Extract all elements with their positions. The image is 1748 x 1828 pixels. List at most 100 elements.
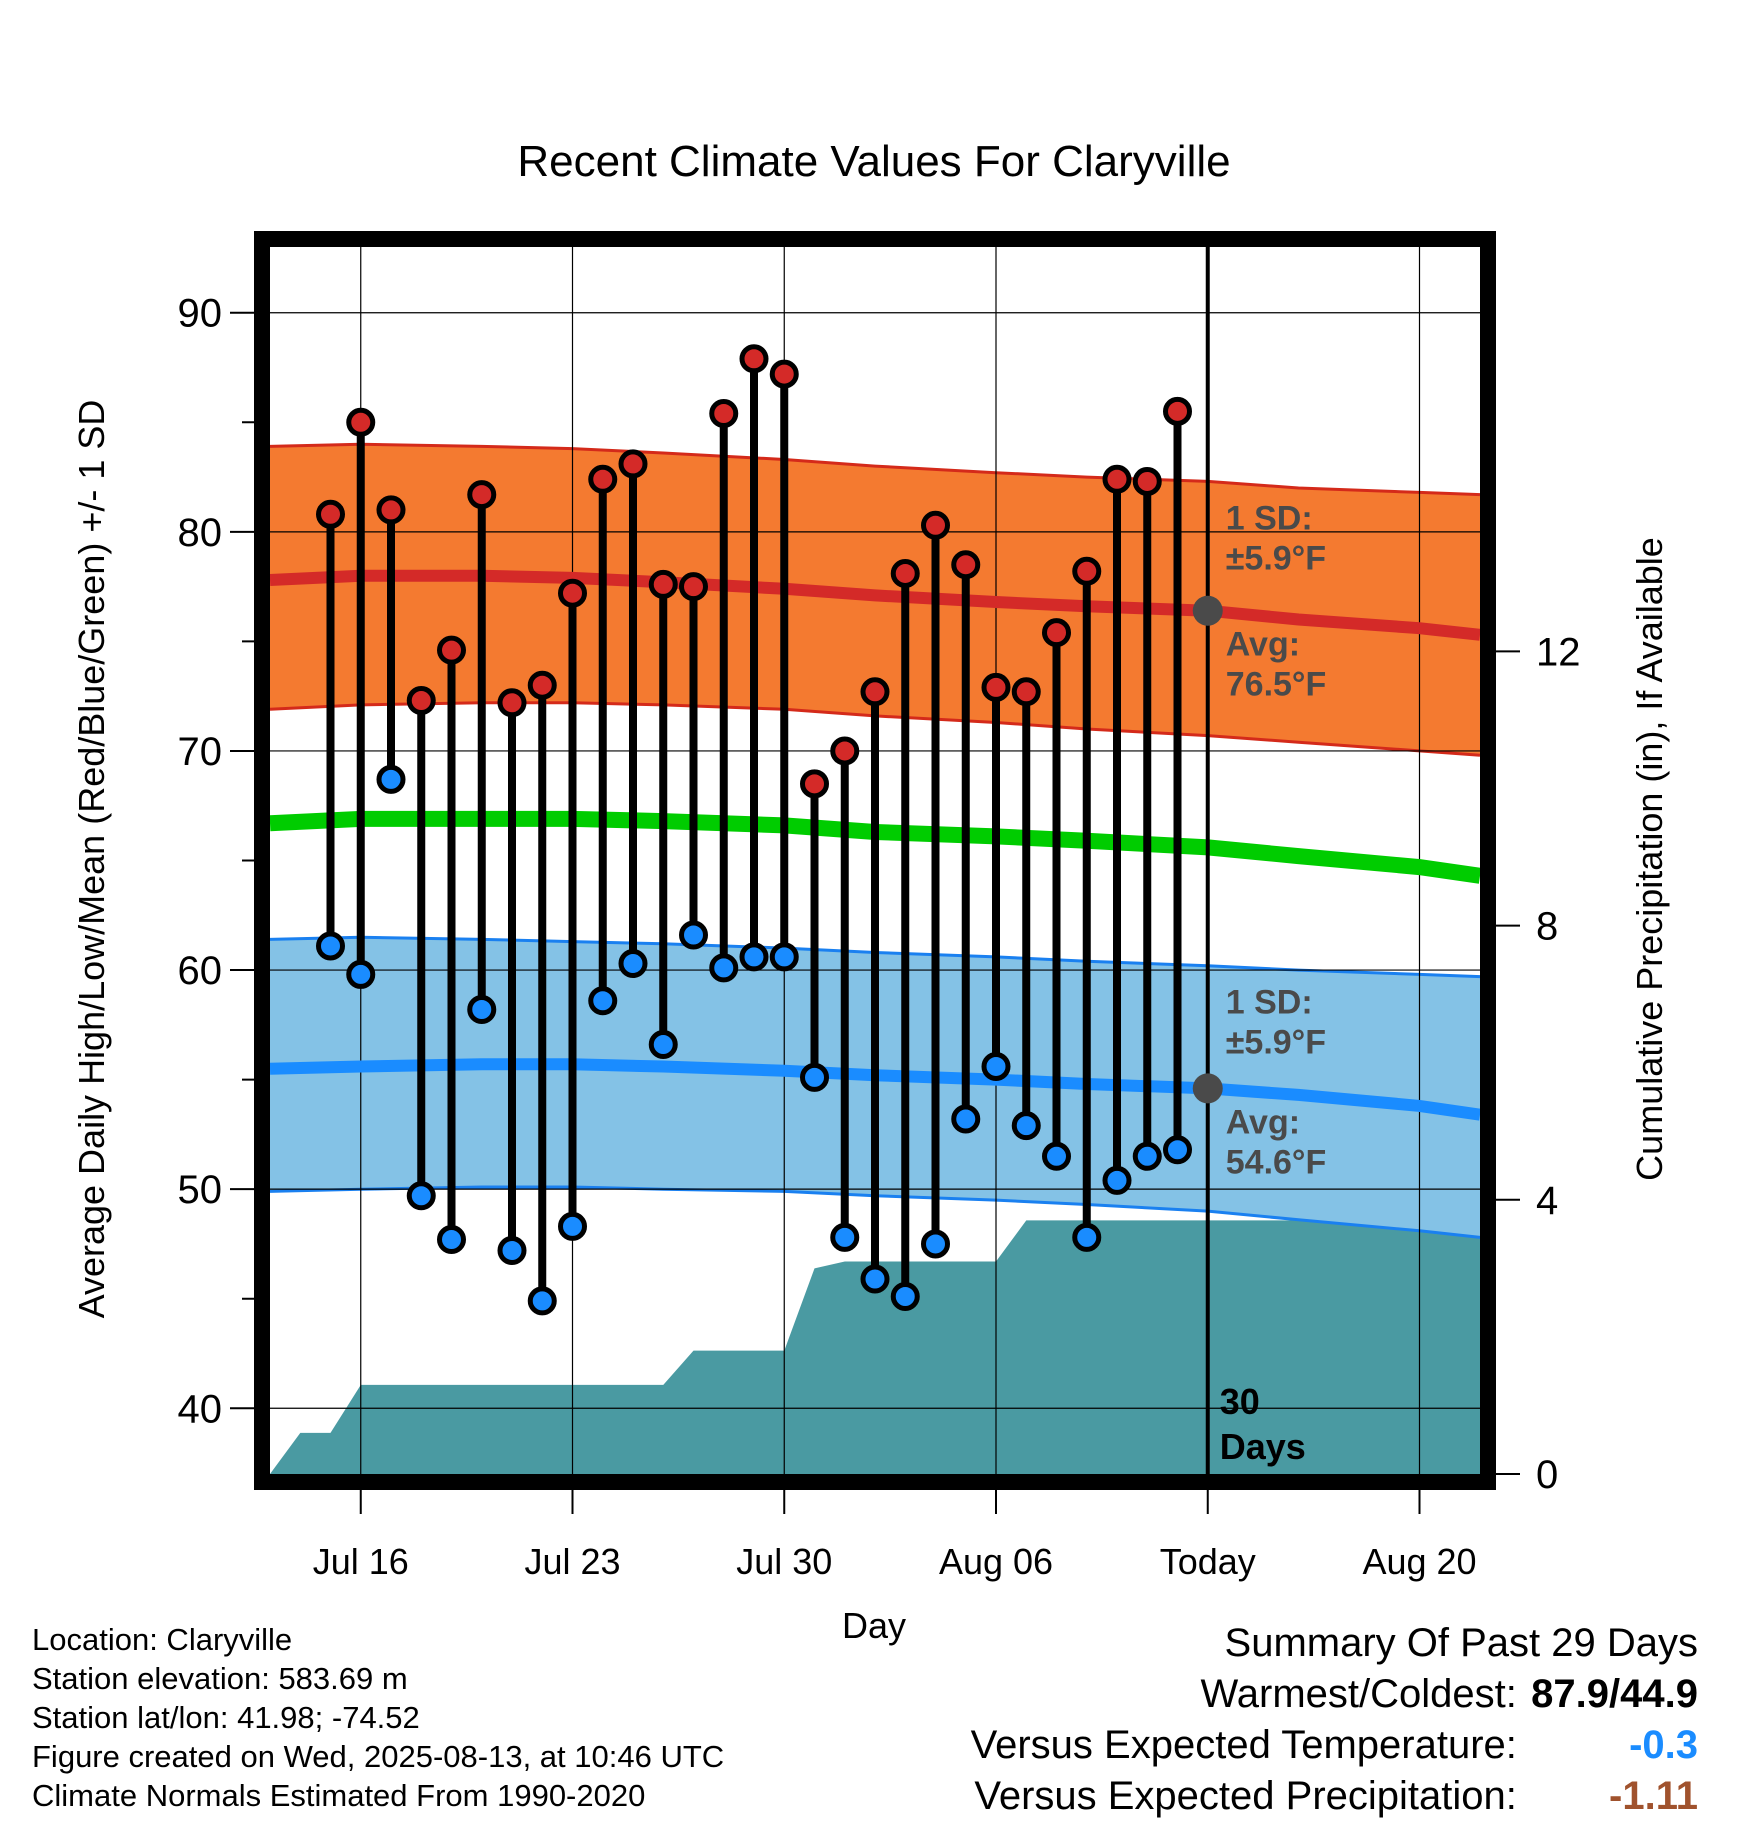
high-temp-point <box>316 499 345 529</box>
high-temp-point <box>860 677 890 707</box>
x-tick-label: Jul 23 <box>524 1541 620 1582</box>
y-tick-label: 60 <box>178 949 223 993</box>
low-temp-point <box>1132 1141 1162 1171</box>
y2-tick-label: 12 <box>1536 630 1581 674</box>
low-temp-point <box>951 1104 981 1134</box>
low-temp-point <box>527 1286 557 1316</box>
high-temp-point <box>951 550 981 580</box>
summary-title: Summary Of Past 29 Days <box>1224 1621 1698 1665</box>
high-temp-point <box>648 569 678 599</box>
x-tick-label: Today <box>1160 1541 1256 1582</box>
high-avg-value: 76.5°F <box>1226 666 1327 704</box>
x-tick-label: Aug 20 <box>1362 1541 1476 1582</box>
y-tick-label: 40 <box>178 1387 223 1431</box>
high-temp-point <box>406 686 436 716</box>
low-temp-point <box>467 994 497 1024</box>
high-temp-point <box>346 407 376 437</box>
high-temp-point <box>981 672 1011 702</box>
low-temp-point <box>800 1062 829 1092</box>
high-temp-point <box>558 578 587 608</box>
x-tick-label: Jul 30 <box>736 1541 832 1582</box>
high-temp-point <box>800 769 829 799</box>
low-temp-point <box>981 1051 1011 1081</box>
precip-departure-value: -1.11 <box>1609 1774 1698 1818</box>
low-temp-point <box>1163 1135 1192 1165</box>
high-temp-point <box>618 449 648 479</box>
low-temp-point <box>1072 1222 1102 1252</box>
x-tick-label: Jul 16 <box>313 1541 409 1582</box>
chart-title: Recent Climate Values For Claryville <box>517 137 1230 186</box>
low-temp-point <box>1042 1141 1071 1171</box>
high-temp-point <box>709 399 739 429</box>
y-axis-label: Average Daily High/Low/Mean (Red/Blue/Gr… <box>71 400 112 1319</box>
low-temp-point <box>648 1030 678 1060</box>
high-temp-point <box>1072 556 1102 586</box>
y2-tick-label: 0 <box>1536 1453 1558 1497</box>
normals-text: Climate Normals Estimated From 1990-2020 <box>32 1778 646 1813</box>
station-info: Location: Claryville Station elevation: … <box>32 1620 724 1815</box>
low-temp-point <box>618 948 648 978</box>
low-temp-point <box>437 1225 466 1255</box>
y-tick-label: 80 <box>178 511 223 555</box>
high-temp-point <box>1102 464 1132 494</box>
low-temp-point <box>316 931 345 961</box>
low-temp-point <box>1011 1111 1041 1141</box>
created-text: Figure created on Wed, 2025-08-13, at 10… <box>32 1739 725 1774</box>
low-temp-point <box>1102 1165 1132 1195</box>
low-temp-point <box>890 1282 920 1312</box>
low-temp-point <box>376 764 406 794</box>
high-temp-point <box>1132 466 1162 496</box>
elevation-text: Station elevation: 583.69 m <box>32 1661 408 1696</box>
high-temp-point <box>527 670 557 700</box>
precip-departure-label: Versus Expected Precipitation: <box>974 1774 1517 1818</box>
high-temp-point <box>437 635 466 665</box>
y-tick-label: 90 <box>178 292 223 336</box>
low-temp-point <box>769 942 799 972</box>
high-avg-label: Avg: <box>1226 626 1300 664</box>
high-temp-point <box>1011 677 1041 707</box>
high-sd-label: 1 SD: <box>1226 499 1313 537</box>
high-temp-point <box>1163 396 1192 426</box>
low-avg-marker <box>1192 1073 1223 1104</box>
low-avg-label: Avg: <box>1226 1103 1300 1141</box>
low-temp-point <box>679 920 708 950</box>
high-temp-point <box>739 344 769 374</box>
low-temp-point <box>739 942 769 972</box>
low-temp-point <box>346 959 376 989</box>
high-temp-point <box>1042 618 1071 648</box>
precip-departure-row: Versus Expected Precipitation: -1.11 <box>971 1771 1698 1822</box>
y-tick-label: 70 <box>178 730 223 774</box>
latlon-text: Station lat/lon: 41.98; -74.52 <box>32 1700 420 1735</box>
high-avg-marker <box>1192 595 1223 626</box>
high-temp-point <box>921 510 950 540</box>
low-temp-point <box>860 1264 890 1294</box>
high-temp-point <box>588 464 618 494</box>
y2-axis-label: Cumulative Precipitation (in), If Availa… <box>1629 537 1670 1181</box>
low-sd-label: 1 SD: <box>1226 984 1313 1022</box>
y-tick-label: 50 <box>178 1168 223 1212</box>
low-temp-point <box>921 1229 950 1259</box>
high-temp-point <box>679 572 708 602</box>
low-temp-point <box>558 1211 587 1241</box>
temp-departure-label: Versus Expected Temperature: <box>970 1723 1517 1767</box>
high-temp-point <box>467 480 497 510</box>
x-tick-label: Aug 06 <box>939 1541 1053 1582</box>
low-temp-point <box>588 986 618 1016</box>
temp-departure-value: -0.3 <box>1629 1723 1698 1767</box>
low-temp-point <box>497 1236 527 1266</box>
period-number-label: 30 <box>1220 1381 1260 1422</box>
high-temp-point <box>890 558 920 588</box>
warmest-coldest-value: 87.9/44.9 <box>1531 1672 1698 1716</box>
y2-tick-label: 8 <box>1536 905 1558 949</box>
high-temp-point <box>376 495 406 525</box>
high-sd-upper-edge <box>269 442 1481 497</box>
y2-tick-label: 4 <box>1536 1179 1558 1223</box>
location-text: Location: Claryville <box>32 1622 293 1657</box>
low-temp-point <box>709 953 739 983</box>
summary-panel: Summary Of Past 29 Days Warmest/Coldest:… <box>971 1618 1698 1822</box>
warmest-coldest-label: Warmest/Coldest: <box>1200 1672 1517 1716</box>
high-sd-value: ±5.9°F <box>1226 539 1326 577</box>
warmest-coldest-row: Warmest/Coldest: 87.9/44.9 <box>971 1669 1699 1720</box>
